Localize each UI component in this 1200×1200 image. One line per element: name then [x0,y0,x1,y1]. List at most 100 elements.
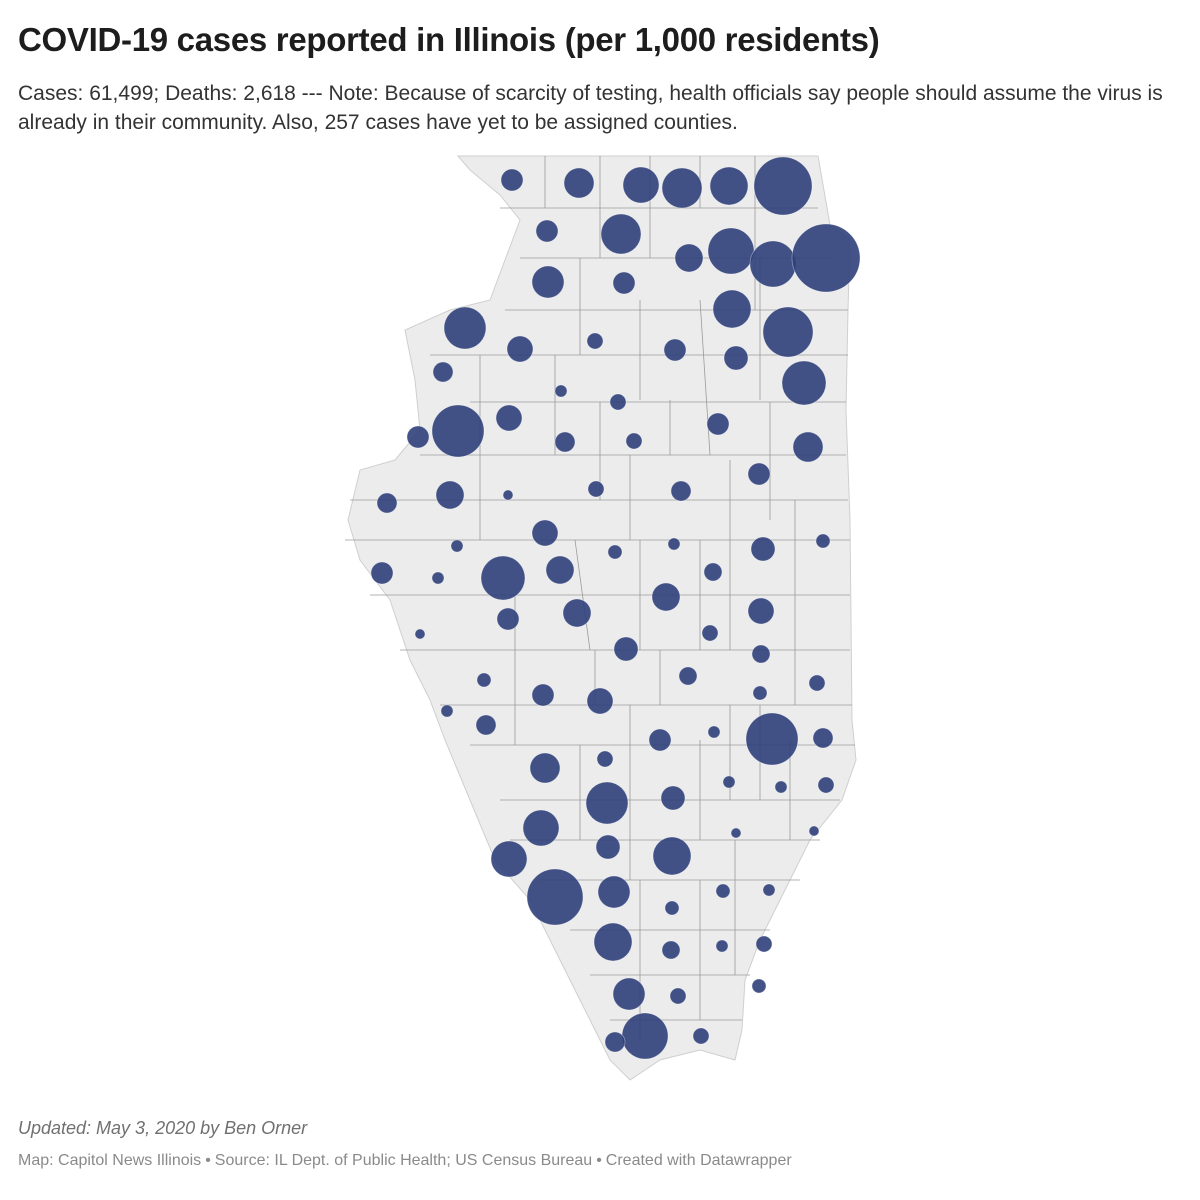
county-case-bubble[interactable] [621,1012,669,1060]
county-case-bubble[interactable] [535,219,559,243]
county-bubbles [370,156,861,1060]
county-case-bubble[interactable] [531,683,555,707]
county-case-bubble[interactable] [661,940,681,960]
county-case-bubble[interactable] [762,883,776,897]
county-case-bubble[interactable] [762,306,814,358]
county-case-bubble[interactable] [781,360,827,406]
county-case-bubble[interactable] [715,883,731,899]
county-case-bubble[interactable] [745,712,799,766]
county-case-bubble[interactable] [443,306,487,350]
county-case-bubble[interactable] [500,168,524,192]
county-case-bubble[interactable] [707,227,755,275]
county-case-bubble[interactable] [625,432,643,450]
county-case-bubble[interactable] [376,492,398,514]
county-case-bubble[interactable] [815,533,831,549]
county-case-bubble[interactable] [526,868,584,926]
county-case-bubble[interactable] [730,827,742,839]
county-case-bubble[interactable] [475,714,497,736]
county-case-bubble[interactable] [663,338,687,362]
county-case-bubble[interactable] [562,598,592,628]
county-case-bubble[interactable] [502,489,514,501]
county-case-bubble[interactable] [751,978,767,994]
county-case-bubble[interactable] [747,597,775,625]
county-case-bubble[interactable] [522,809,560,847]
county-case-bubble[interactable] [586,332,604,350]
county-case-bubble[interactable] [529,752,561,784]
county-case-bubble[interactable] [431,571,445,585]
county-case-bubble[interactable] [554,384,568,398]
county-case-bubble[interactable] [651,582,681,612]
county-case-bubble[interactable] [674,243,704,273]
county-case-bubble[interactable] [712,289,752,329]
county-case-bubble[interactable] [587,480,605,498]
county-case-bubble[interactable] [749,240,797,288]
county-case-bubble[interactable] [774,780,788,794]
county-case-bubble[interactable] [431,404,485,458]
county-case-bubble[interactable] [664,900,680,916]
county-case-bubble[interactable] [480,555,526,601]
county-case-bubble[interactable] [661,167,703,209]
county-case-bubble[interactable] [604,1031,626,1053]
county-case-bubble[interactable] [593,922,633,962]
county-case-bubble[interactable] [692,1027,710,1045]
county-case-bubble[interactable] [612,271,636,295]
county-case-bubble[interactable] [613,636,639,662]
county-case-bubble[interactable] [490,840,528,878]
county-case-bubble[interactable] [753,156,813,216]
county-case-bubble[interactable] [563,167,595,199]
county-case-bubble[interactable] [752,685,768,701]
county-case-bubble[interactable] [545,555,575,585]
county-case-bubble[interactable] [808,825,820,837]
county-case-bubble[interactable] [750,536,776,562]
county-case-bubble[interactable] [531,519,559,547]
county-case-bubble[interactable] [370,561,394,585]
county-case-bubble[interactable] [597,875,631,909]
county-case-bubble[interactable] [667,537,681,551]
county-case-bubble[interactable] [678,666,698,686]
county-case-bubble[interactable] [609,393,627,411]
county-case-bubble[interactable] [648,728,672,752]
county-case-bubble[interactable] [808,674,826,692]
county-case-bubble[interactable] [669,987,687,1005]
county-case-bubble[interactable] [706,412,730,436]
county-case-bubble[interactable] [450,539,464,553]
county-case-bubble[interactable] [607,544,623,560]
county-case-bubble[interactable] [554,431,576,453]
illinois-shape [347,155,857,1081]
county-case-bubble[interactable] [406,425,430,449]
county-case-bubble[interactable] [622,166,660,204]
updated-note: Updated: May 3, 2020 by Ben Orner [18,1118,308,1138]
county-case-bubble[interactable] [476,672,492,688]
county-case-bubble[interactable] [435,480,465,510]
county-case-bubble[interactable] [531,265,565,299]
county-case-bubble[interactable] [703,562,723,582]
county-case-bubble[interactable] [496,607,520,631]
county-case-bubble[interactable] [791,223,861,293]
county-case-bubble[interactable] [670,480,692,502]
county-case-bubble[interactable] [817,776,835,794]
county-case-bubble[interactable] [723,345,749,371]
county-case-bubble[interactable] [506,335,534,363]
county-case-bubble[interactable] [747,462,771,486]
county-case-bubble[interactable] [707,725,721,739]
county-case-bubble[interactable] [432,361,454,383]
county-case-bubble[interactable] [495,404,523,432]
county-case-bubble[interactable] [414,628,426,640]
county-case-bubble[interactable] [585,781,629,825]
county-case-bubble[interactable] [722,775,736,789]
county-case-bubble[interactable] [755,935,773,953]
county-case-bubble[interactable] [612,977,646,1011]
county-case-bubble[interactable] [701,624,719,642]
county-case-bubble[interactable] [652,836,692,876]
county-case-bubble[interactable] [709,166,749,206]
county-case-bubble[interactable] [792,431,824,463]
county-case-bubble[interactable] [751,644,771,664]
county-case-bubble[interactable] [596,750,614,768]
county-case-bubble[interactable] [812,727,834,749]
county-case-bubble[interactable] [715,939,729,953]
county-case-bubble[interactable] [660,785,686,811]
county-case-bubble[interactable] [586,687,614,715]
county-case-bubble[interactable] [600,213,642,255]
county-case-bubble[interactable] [595,834,621,860]
county-case-bubble[interactable] [440,704,454,718]
